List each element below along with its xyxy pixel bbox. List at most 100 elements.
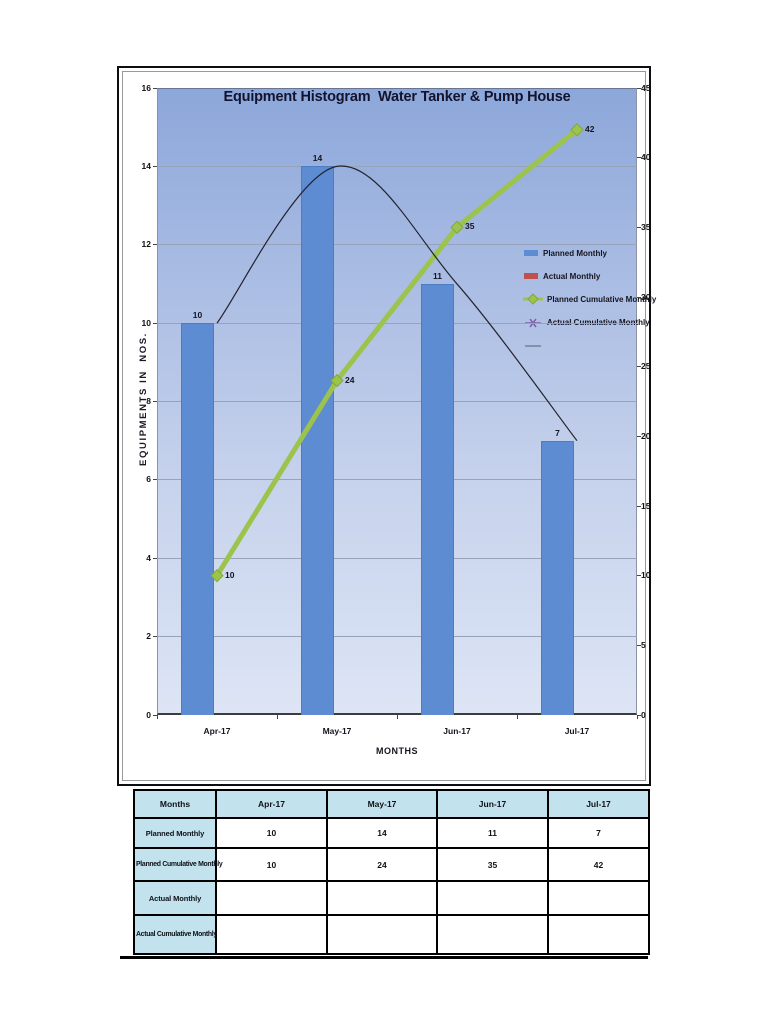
table-value-cell — [215, 880, 328, 916]
table-bottom-rule — [120, 956, 648, 959]
line-point-label: 35 — [465, 221, 475, 232]
line-point-label: 10 — [225, 569, 235, 580]
y-axis-tick-left — [153, 322, 157, 324]
y-axis-label-left: 14 — [141, 160, 151, 171]
chart-title: Equipment Histogram Water Tanker & Pump … — [223, 89, 571, 105]
y-axis-tick-right — [637, 157, 641, 159]
y-axis-label-left: 16 — [141, 82, 151, 93]
legend-label: Planned Monthly — [543, 248, 607, 258]
legend-item: Planned Cumulative Monthly — [523, 292, 656, 306]
y-axis-tick-left — [153, 557, 157, 559]
x-axis-tick — [396, 715, 398, 719]
y-axis-label-right: 10 — [641, 570, 651, 581]
y-axis-tick-left — [153, 479, 157, 481]
table-value-cell — [326, 914, 438, 955]
table-header-cell: Jun-17 — [436, 789, 549, 819]
cumulative-line — [214, 127, 579, 577]
y-axis-label-right: 35 — [641, 221, 651, 232]
diamond-marker — [210, 568, 224, 583]
data-table-container: Months Apr-17 May-17 Jun-17 Jul-17 Planned Mo… — [133, 789, 650, 955]
line-marker-icon — [525, 344, 541, 347]
x-axis-label: Jul-17 — [564, 726, 590, 736]
y-axis-label-right: 25 — [641, 361, 651, 372]
table-value-cell: 14 — [326, 817, 438, 849]
bar-swatch-icon — [524, 250, 538, 256]
table-value-cell: 7 — [547, 817, 650, 849]
table-row-label: Planned Cumulative Monthly — [133, 847, 223, 882]
trendline-curve — [216, 165, 578, 442]
y-axis-tick-right — [637, 87, 641, 89]
x-axis-label: May-17 — [322, 726, 352, 736]
legend-label: Actual Cumulative Monthly — [547, 318, 650, 328]
y-axis-tick-left — [153, 244, 157, 246]
line-point-label: 42 — [585, 123, 595, 134]
table-value-cell: 10 — [215, 847, 328, 882]
y-axis-tick-left — [153, 636, 157, 638]
x-axis-tick — [276, 715, 278, 719]
table-header-cell: Months — [133, 789, 217, 819]
x-axis-title: MONTHS — [376, 746, 418, 756]
y-axis-label-right: 40 — [641, 152, 651, 163]
table-header-cell: Jul-17 — [547, 789, 650, 819]
bar-value-label: 14 — [312, 153, 323, 164]
y-axis-label-left: 10 — [141, 317, 151, 328]
gridline — [157, 401, 637, 402]
series-overlay — [210, 123, 584, 583]
table-row-label: Actual Cumulative Monthly — [133, 914, 217, 955]
diamond-marker-icon — [523, 293, 543, 306]
y-axis-label-left: 4 — [146, 552, 151, 563]
gridline — [157, 636, 637, 638]
legend-item — [523, 339, 547, 353]
y-axis-tick-right — [637, 366, 641, 368]
y-axis-tick-right — [637, 714, 641, 716]
y-axis-label-right: 5 — [641, 639, 646, 650]
table-value-cell: 42 — [547, 847, 650, 882]
bar-planned-monthly — [421, 283, 454, 715]
bar-swatch-icon — [524, 273, 538, 280]
y-axis-label-right: 30 — [641, 291, 651, 302]
table-value-cell: 24 — [326, 847, 438, 882]
x-axis-label: Apr-17 — [203, 726, 231, 736]
table-value-cell — [547, 914, 650, 955]
table-value-cell: 10 — [215, 817, 328, 849]
line-point-label: 24 — [345, 374, 355, 385]
gridline — [157, 165, 637, 167]
y-axis-tick-right — [637, 226, 641, 228]
table-row-label: Planned Monthly — [133, 817, 217, 849]
gridline — [157, 479, 637, 481]
legend-label: Planned Cumulative Monthly — [547, 294, 657, 304]
table-header-cell: May-17 — [326, 789, 438, 819]
legend-label: Actual Monthly — [543, 271, 601, 281]
y-axis-label-left: 12 — [141, 239, 151, 250]
y-axis-label-left: 8 — [146, 396, 151, 406]
y-axis-label-right: 15 — [641, 500, 651, 511]
y-axis-tick-right — [637, 505, 641, 507]
bar-value-label: 11 — [433, 270, 442, 281]
y-axis-tick-right — [637, 644, 641, 646]
y-axis-tick-right — [637, 575, 641, 577]
y-axis-tick-left — [153, 714, 157, 716]
x-axis-tick — [156, 715, 158, 719]
table-value-cell — [436, 914, 549, 955]
y-axis-label-right: 0 — [641, 709, 646, 720]
legend-item: Planned Monthly — [523, 246, 607, 260]
y-axis-label-right: 20 — [641, 430, 651, 441]
y-axis-label-right: 45 — [641, 82, 651, 93]
x-axis-tick — [516, 715, 518, 719]
table-header-cell: Apr-17 — [215, 789, 328, 819]
table-value-cell — [326, 880, 438, 916]
table-value-cell: 11 — [436, 817, 549, 849]
table-value-cell — [215, 914, 328, 955]
table-value-cell — [547, 880, 650, 916]
diamond-marker — [570, 123, 584, 137]
y-axis-tick-left — [153, 87, 157, 89]
gridline — [157, 322, 637, 324]
x-axis-tick — [636, 715, 638, 719]
diamond-marker — [330, 373, 344, 388]
table-value-cell — [436, 880, 549, 916]
star-marker-icon — [525, 318, 541, 328]
y-axis-label-left: 6 — [146, 474, 151, 485]
table-row-label: Actual Monthly — [133, 880, 217, 916]
chart-inner-border — [122, 71, 646, 781]
